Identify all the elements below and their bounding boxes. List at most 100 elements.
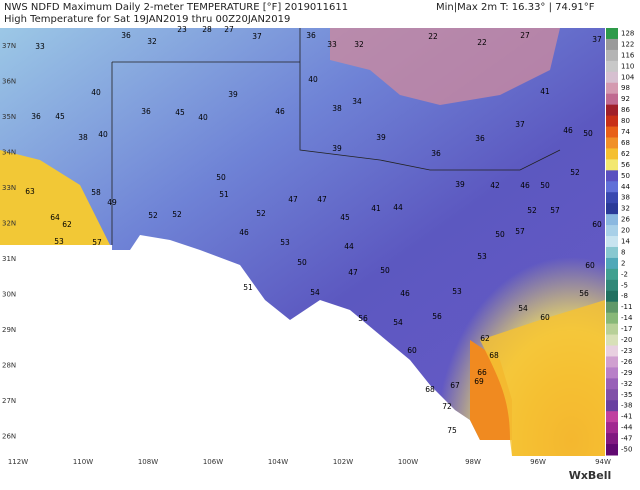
colorbar-swatch (606, 28, 618, 40)
station-value: 62 (62, 220, 72, 229)
station-value: 45 (55, 112, 65, 121)
lon-label: 110W (73, 458, 93, 466)
lon-label: 94W (595, 458, 611, 466)
station-value: 46 (275, 107, 285, 116)
station-value: 39 (228, 90, 238, 99)
station-value: 47 (348, 268, 358, 277)
colorbar-swatch (606, 444, 618, 456)
axis-labels: 37N 36N 35N 34N 33N 32N 31N 30N 29N 28N 27N 26N 112W… (2, 42, 611, 466)
station-value: 22 (477, 38, 487, 47)
state-borders (111, 28, 561, 245)
station-value: 42 (490, 181, 500, 190)
colorbar-label: 74 (621, 128, 630, 136)
station-value: 50 (380, 266, 390, 275)
colorbar-swatch (606, 257, 618, 270)
station-value: 47 (317, 195, 327, 204)
lat-label: 35N (2, 113, 16, 121)
station-value: 67 (450, 381, 460, 390)
colorbar: 128 122 116 110 104 98 92 86 80 74 68 62 56 50 44 38 32 2… (606, 28, 635, 456)
station-value: 32 (147, 37, 157, 46)
station-value: 50 (583, 129, 593, 138)
lat-label: 30N (2, 291, 16, 299)
station-value: 37 (252, 32, 262, 41)
lon-label: 96W (530, 458, 546, 466)
station-value: 51 (243, 283, 253, 292)
colorbar-label: -41 (621, 413, 632, 421)
station-value: 50 (216, 173, 226, 182)
colorbar-label: -23 (621, 347, 632, 355)
station-value: 45 (340, 213, 350, 222)
gulf-shade (480, 300, 605, 456)
lat-label: 29N (2, 326, 16, 334)
colorbar-label: -11 (621, 303, 632, 311)
station-value: 23 (177, 25, 187, 34)
station-value: 50 (540, 181, 550, 190)
colorbar-label: 104 (621, 73, 635, 81)
colorbar-label: -2 (621, 270, 628, 278)
station-value: 46 (400, 289, 410, 298)
lat-label: 37N (2, 42, 16, 50)
colorbar-swatch (606, 400, 618, 412)
colorbar-swatch (606, 203, 618, 215)
map-area (0, 28, 605, 456)
station-value: 39 (455, 180, 465, 189)
header-subtitle: High Temperature for Sat 19JAN2019 thru … (4, 14, 290, 25)
logo: WxBell (569, 469, 612, 482)
station-value: 57 (515, 227, 525, 236)
station-value: 44 (344, 242, 354, 251)
colorbar-swatch (606, 148, 618, 160)
colorbar-label: 116 (621, 51, 635, 59)
colorbar-swatch (606, 93, 618, 106)
colorbar-swatch (606, 170, 618, 182)
station-value: 36 (121, 31, 131, 40)
station-value: 36 (431, 149, 441, 158)
colorbar-swatch (606, 71, 618, 84)
colorbar-swatch (606, 268, 618, 281)
station-value: 60 (407, 346, 417, 355)
colorbar-swatch (606, 367, 618, 379)
lon-label: 104W (268, 458, 288, 466)
station-value: 22 (428, 32, 438, 41)
colorbar-label: 8 (621, 248, 625, 256)
lon-label: 100W (398, 458, 418, 466)
station-value: 72 (442, 402, 452, 411)
station-value: 53 (54, 237, 64, 246)
cold-north (330, 28, 560, 105)
header-title: NWS NDFD Maximum Daily 2-meter TEMPERATU… (4, 2, 348, 13)
station-value: 52 (172, 210, 182, 219)
colorbar-swatch (606, 82, 618, 95)
station-value: 27 (520, 31, 530, 40)
colorbar-label: 14 (621, 238, 630, 246)
lat-label: 28N (2, 362, 16, 370)
station-value: 56 (579, 289, 589, 298)
station-value: 34 (352, 97, 362, 106)
colorbar-label: 56 (621, 161, 630, 169)
station-value: 50 (297, 258, 307, 267)
colorbar-swatch (606, 356, 618, 368)
colorbar-label: -47 (621, 435, 632, 443)
colorbar-swatch (606, 312, 618, 325)
station-value: 41 (371, 204, 381, 213)
colorbar-swatch (606, 323, 618, 336)
station-value: 33 (327, 40, 337, 49)
colorbar-label: 92 (621, 95, 630, 103)
colorbar-label: 26 (621, 216, 630, 224)
station-value: 36 (306, 31, 316, 40)
colorbar-swatch (606, 192, 618, 204)
station-value: 28 (202, 25, 212, 34)
colorbar-label: -17 (621, 325, 632, 333)
station-value: 60 (540, 313, 550, 322)
lat-label: 27N (2, 397, 16, 405)
colorbar-swatch (606, 225, 618, 237)
station-value: 46 (520, 181, 530, 190)
station-value: 52 (527, 206, 537, 215)
station-value: 54 (310, 288, 320, 297)
lat-label: 31N (2, 255, 16, 263)
colorbar-label: 110 (621, 62, 634, 70)
station-value: 46 (239, 228, 249, 237)
warm-west (0, 150, 110, 245)
colorbar-swatch (606, 60, 618, 73)
colorbar-swatch (606, 422, 618, 434)
station-value: 47 (288, 195, 298, 204)
